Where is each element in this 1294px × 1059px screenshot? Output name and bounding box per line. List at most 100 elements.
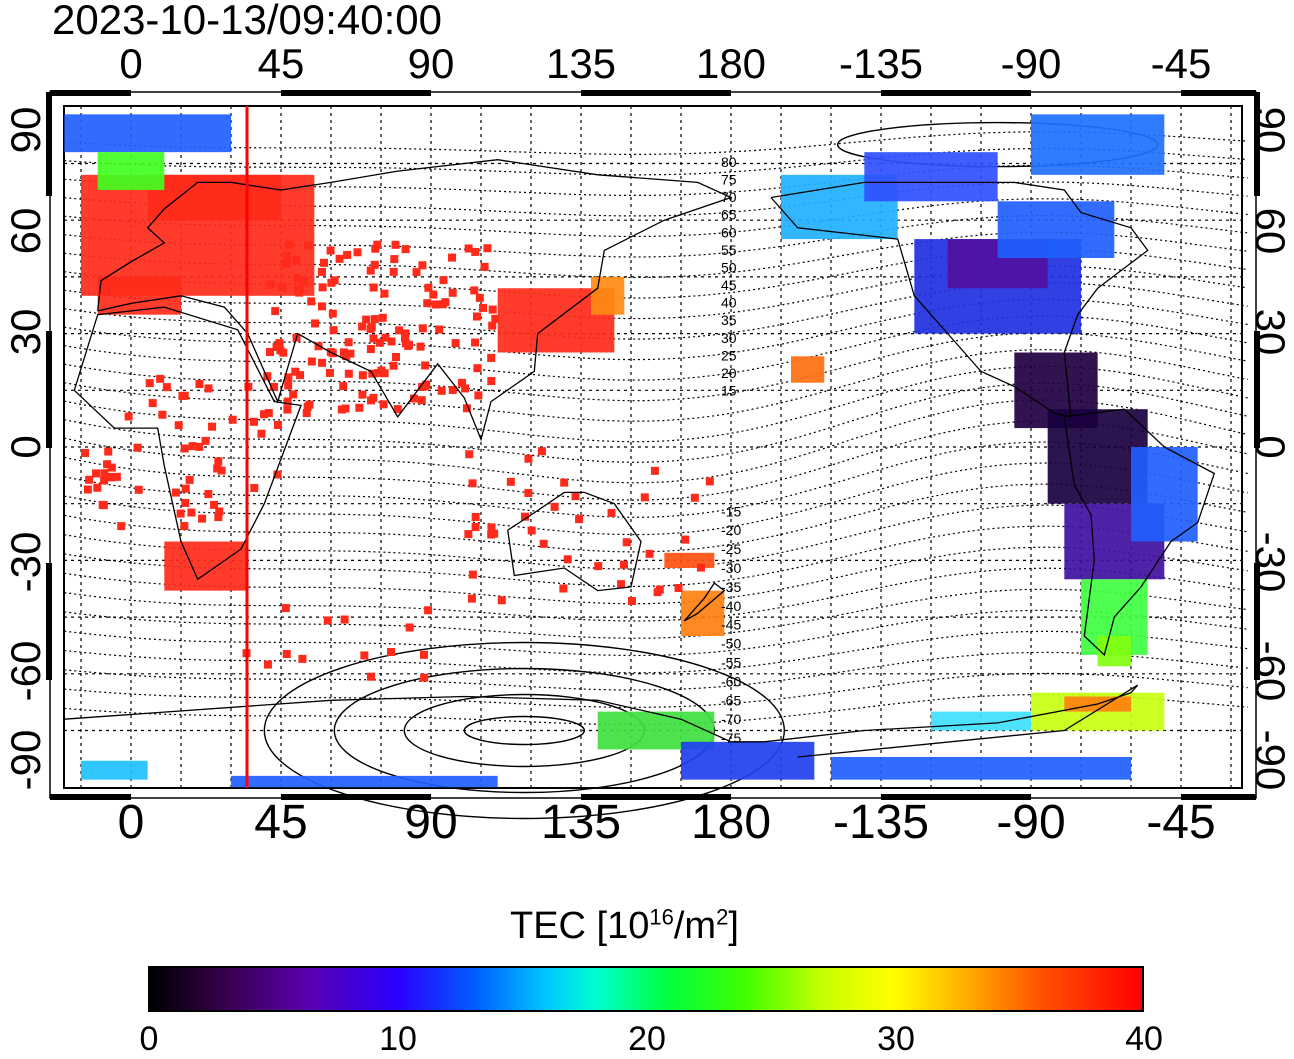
tec-cell xyxy=(387,337,396,346)
tec-cell xyxy=(307,297,316,306)
tec-cell xyxy=(487,523,496,532)
contour-line xyxy=(64,567,1248,622)
tec-cell xyxy=(705,477,714,486)
tec-cell xyxy=(103,460,112,469)
tec-cell xyxy=(264,409,273,418)
tec-cell xyxy=(112,472,121,481)
tec-cell xyxy=(435,325,444,334)
tec-cell xyxy=(401,329,410,338)
tec-cell xyxy=(417,396,426,405)
contour-label: -50 xyxy=(721,636,741,652)
tec-cell xyxy=(164,541,248,591)
tec-cell xyxy=(282,259,291,268)
tec-cell xyxy=(424,283,433,292)
tec-cell xyxy=(214,513,223,522)
tec-cell xyxy=(343,250,352,259)
tec-cell xyxy=(591,276,625,315)
tec-cell xyxy=(560,478,569,487)
tec-cell xyxy=(307,357,316,366)
tec-cell xyxy=(185,475,194,484)
tec-cell xyxy=(188,442,197,451)
tec-cell xyxy=(204,490,213,499)
tec-cell xyxy=(464,530,473,539)
tec-cell xyxy=(622,538,631,547)
tec-cell xyxy=(323,616,332,625)
contour-label: -35 xyxy=(721,579,741,595)
coastline xyxy=(97,159,733,442)
tec-cell xyxy=(303,402,312,411)
tec-cell xyxy=(263,372,272,381)
tec-cell xyxy=(100,476,109,485)
tec-cell xyxy=(360,651,369,660)
tec-cell xyxy=(124,412,133,421)
tec-cell xyxy=(524,454,533,463)
tec-cell xyxy=(369,283,378,292)
tec-cell xyxy=(864,152,998,202)
tec-cell xyxy=(291,367,300,376)
tec-cell xyxy=(471,523,480,532)
coastline xyxy=(1063,408,1216,657)
tec-cell xyxy=(497,596,506,605)
tec-cell xyxy=(83,485,92,494)
top-tick: 180 xyxy=(695,40,767,87)
tec-data-cells xyxy=(64,114,1198,788)
tec-cell xyxy=(524,488,533,497)
tec-cell xyxy=(174,421,183,430)
tec-cell xyxy=(304,241,313,250)
tec-cell xyxy=(474,391,483,400)
tec-cell xyxy=(377,366,386,375)
tec-cell xyxy=(259,410,268,419)
tec-cell xyxy=(208,422,217,431)
tec-cell xyxy=(472,312,481,321)
tec-cell xyxy=(265,348,274,357)
tec-cell xyxy=(619,560,628,569)
colorbar-tick: 30 xyxy=(877,1020,915,1058)
tec-cell xyxy=(273,470,282,479)
tec-cell xyxy=(521,512,530,521)
tec-cell xyxy=(187,508,196,517)
tec-cell xyxy=(431,300,440,309)
tec-cell xyxy=(681,741,815,780)
tec-cell xyxy=(98,500,107,509)
tec-cell xyxy=(158,410,167,419)
tec-cell xyxy=(195,380,204,389)
tec-cell xyxy=(418,261,427,270)
tec-cell xyxy=(292,256,301,265)
contour-label: 15 xyxy=(721,382,737,398)
tec-cell xyxy=(488,321,497,330)
contour-label: -70 xyxy=(721,711,741,727)
tec-cell xyxy=(341,404,350,413)
contour-label: 30 xyxy=(721,330,737,346)
tec-cell xyxy=(387,648,396,657)
tec-cell xyxy=(370,260,379,269)
tec-cell xyxy=(401,245,410,254)
tec-cell xyxy=(418,324,427,333)
tec-cell xyxy=(181,484,190,493)
bottom-tick: -45 xyxy=(1146,796,1216,849)
tec-cell xyxy=(358,390,367,399)
top-tick: 90 xyxy=(407,40,455,87)
colorbar xyxy=(148,966,1144,1012)
tec-cell xyxy=(421,361,430,370)
tec-cell xyxy=(506,477,515,486)
contour-label: -60 xyxy=(721,673,741,689)
tec-cell xyxy=(295,288,304,297)
tec-cell xyxy=(335,254,344,263)
tec-cell xyxy=(156,374,165,383)
tec-cell xyxy=(81,760,148,780)
tec-cell xyxy=(423,299,432,308)
bottom-tick: 90 xyxy=(404,796,458,849)
tec-cell xyxy=(393,405,402,414)
tec-cell xyxy=(213,464,222,473)
tec-cell xyxy=(471,247,480,256)
bottom-tick: 0 xyxy=(117,796,145,849)
tec-cell xyxy=(366,266,375,275)
tec-cell xyxy=(690,493,699,502)
tec-cell xyxy=(296,371,305,380)
tec-cell xyxy=(281,604,290,613)
tec-cell xyxy=(326,246,335,255)
tec-cell xyxy=(300,277,309,286)
tec-cell xyxy=(358,371,367,380)
tec-cell xyxy=(480,262,489,271)
contour-label: -40 xyxy=(721,598,741,614)
